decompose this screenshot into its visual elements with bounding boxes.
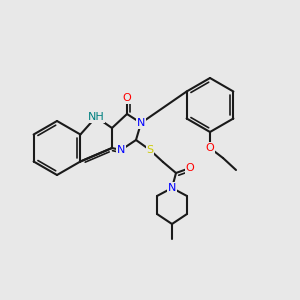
- Text: NH: NH: [88, 112, 104, 122]
- Text: N: N: [168, 183, 176, 193]
- Text: O: O: [186, 163, 194, 173]
- Text: O: O: [206, 143, 214, 153]
- Text: N: N: [117, 145, 125, 155]
- Text: N: N: [137, 118, 145, 128]
- Text: S: S: [146, 145, 154, 155]
- Text: O: O: [123, 93, 131, 103]
